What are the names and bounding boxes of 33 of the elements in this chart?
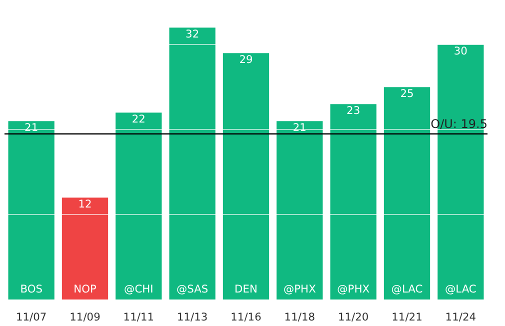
x-tick-label: 11/18 — [284, 310, 316, 324]
x-tick-label: 11/09 — [70, 310, 101, 324]
data-label: 29 — [239, 53, 253, 66]
annotation: NOP — [74, 282, 97, 296]
x-tick-label: 11/11 — [123, 310, 154, 324]
annotation: @LAC — [391, 282, 423, 296]
annotation: @PHX — [283, 282, 316, 296]
annotation: DEN — [234, 282, 258, 296]
bar — [384, 87, 430, 300]
x-tick-label: 11/21 — [392, 310, 422, 324]
x-tick-label: 11/07 — [16, 310, 47, 324]
x-tick-label: 11/16 — [230, 310, 262, 324]
data-label: 12 — [78, 198, 92, 211]
annotation: BOS — [20, 282, 43, 296]
data-label: 25 — [400, 87, 414, 100]
annotation: @PHX — [337, 282, 370, 296]
x-tick-label: 11/20 — [338, 310, 369, 324]
annotation: @LAC — [444, 282, 476, 296]
annotation: @CHI — [124, 282, 154, 296]
bar — [62, 198, 108, 300]
data-label: 32 — [186, 28, 200, 41]
bar — [222, 53, 270, 300]
data-label: 30 — [454, 44, 468, 58]
annotation: @SAS — [176, 282, 208, 296]
bar — [8, 121, 54, 300]
x-tick-label: 11/24 — [445, 310, 476, 324]
bar — [330, 104, 376, 300]
bar — [169, 28, 216, 300]
bar — [116, 112, 162, 300]
bar — [276, 121, 323, 300]
x-tick-label: 11/13 — [176, 310, 208, 324]
data-label: 23 — [346, 104, 360, 118]
data-label: 22 — [132, 112, 146, 126]
